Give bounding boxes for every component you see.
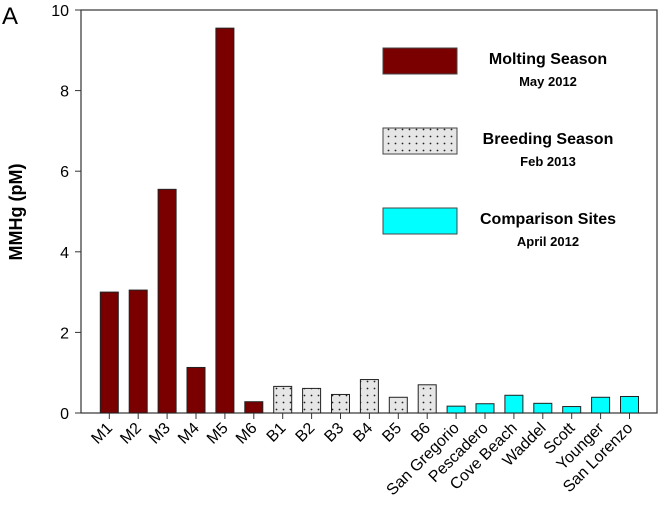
x-tick-label: B2 [293,420,319,446]
legend-label: Breeding Season [483,131,614,148]
bar-b5 [388,396,408,414]
x-tick-label: B4 [350,420,376,446]
bar-cove-beach [504,394,524,414]
y-tick-label: 4 [60,245,69,262]
bar-waddel [533,402,553,414]
legend-sublabel: Feb 2013 [520,154,576,169]
x-tick-label: M2 [117,420,145,448]
x-tick-label: M5 [204,420,232,448]
bar-b6 [417,384,437,414]
bar-m3 [157,188,177,414]
panel-label: A [2,3,18,30]
legend: Molting Season May 2012 Breeding Season Feb… [382,47,616,249]
legend-sublabel: May 2012 [519,74,577,89]
x-tick-label: M4 [175,420,203,448]
y-tick-label: 2 [60,325,69,342]
y-tick-label: 0 [60,406,69,423]
bar-m1 [99,291,119,414]
bar-b1 [273,385,293,414]
legend-swatch-1 [382,47,458,75]
bar-m4 [186,366,206,414]
y-tick-label: 8 [60,84,69,101]
bar-m2 [128,289,148,414]
legend-swatch-3 [382,207,458,235]
x-tick-label: B3 [321,420,347,446]
legend-label: Molting Season [489,51,607,68]
bar-m6 [244,401,264,414]
y-axis-label: MMHg (pM) [6,164,26,261]
legend-label: Comparison Sites [480,211,616,228]
bar-b3 [331,393,350,414]
bars [99,27,639,414]
legend-swatch-2 [382,127,458,155]
bar-younger [591,396,611,414]
bar-scott [562,406,582,414]
bar-san-gregorio [446,405,466,414]
y-tick-label: 6 [60,164,69,181]
x-tick-label: B1 [264,420,290,446]
bar-pescadero [475,403,495,414]
bar-b2 [302,387,322,414]
x-tick-label: M6 [233,420,261,448]
x-tick-label: B5 [379,420,405,446]
bar-b4 [359,379,379,414]
y-tick-label: 10 [51,3,69,20]
legend-sublabel: April 2012 [517,234,579,249]
bar-san-lorenzo [620,395,639,414]
bar-m5 [215,27,235,414]
x-tick-label: M3 [146,420,174,448]
x-tick-label: M1 [88,420,116,448]
